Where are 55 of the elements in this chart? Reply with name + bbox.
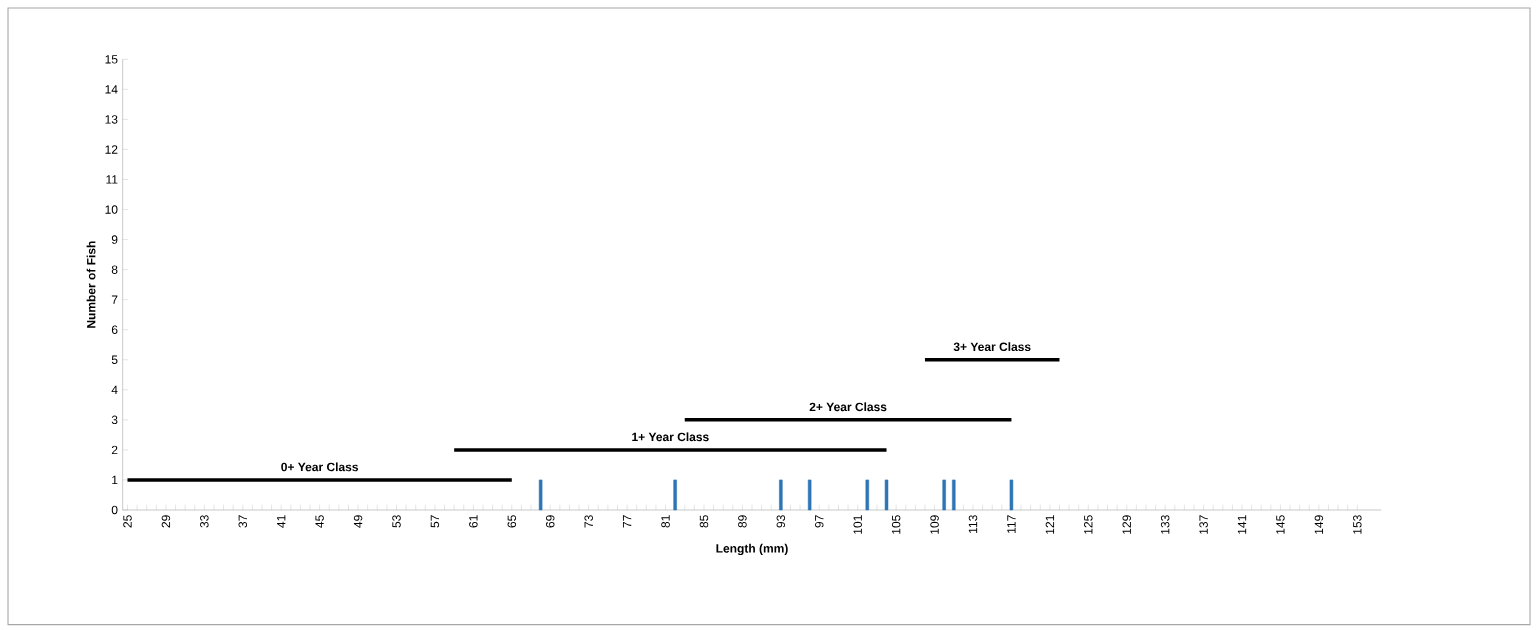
x-tick-label: 121 [1045,515,1055,534]
x-tick-label: 89 [738,515,747,528]
x-tick-label: 101 [853,515,862,534]
y-tick-label: 9 [111,235,118,244]
y-tick-label: 11 [106,175,118,184]
x-tick-label: 109 [930,515,939,534]
series-label: 3+ Year Class [953,342,1031,352]
y-tick-label: 13 [105,115,118,124]
y-tick-label: 1 [112,475,118,485]
x-tick-label: 129 [1122,515,1131,534]
y-axis-title: Number of Fish [86,241,96,328]
y-tick-label: 3 [111,415,118,425]
x-tick-label: 85 [699,515,709,528]
series-label: 1+ Year Class [632,432,709,442]
x-tick-label: 53 [392,515,401,528]
x-tick-label: 45 [315,515,324,528]
x-tick-label: 77 [622,515,632,528]
y-tick-label: 2 [111,445,118,455]
x-tick-label: 117 [1007,515,1016,533]
y-tick-label: 12 [105,145,118,154]
x-tick-label: 145 [1276,515,1285,534]
x-tick-label: 65 [507,515,517,528]
x-tick-label: 137 [1199,515,1208,534]
x-tick-label: 29 [161,515,171,528]
x-tick-label: 69 [545,515,555,528]
x-tick-label: 61 [469,515,478,528]
y-tick-label: 10 [105,205,118,214]
x-tick-label: 133 [1160,515,1170,534]
x-tick-label: 93 [776,515,786,528]
x-tick-label: 37 [238,515,248,528]
x-tick-label: 113 [968,515,978,533]
x-tick-label: 125 [1084,515,1093,534]
x-tick-label: 81 [661,515,670,528]
x-axis-title: Length (mm) [716,543,788,556]
y-tick-label: 5 [111,355,118,364]
y-tick-label: 15 [105,55,118,64]
y-tick-label: 6 [111,325,118,334]
x-tick-label: 141 [1237,515,1247,534]
y-tick-label: 14 [105,85,118,94]
x-tick-label: 33 [200,515,209,528]
y-tick-label: 4 [111,385,118,394]
x-tick-label: 41 [277,515,286,528]
x-tick-label: 49 [353,515,363,528]
x-tick-label: 97 [815,515,824,528]
y-tick-label: 0 [111,505,118,515]
y-tick-label: 7 [111,295,118,304]
x-tick-label: 153 [1353,515,1362,534]
x-tick-label: 149 [1314,515,1324,534]
x-tick-label: 57 [430,515,440,528]
x-tick-label: 73 [584,515,593,528]
series-label: 0+ Year Class [281,462,359,472]
y-tick-label: 8 [111,265,118,274]
series-label: 2+ Year Class [809,402,887,412]
x-tick-label: 105 [891,515,901,534]
x-tick-label: 25 [123,515,132,528]
